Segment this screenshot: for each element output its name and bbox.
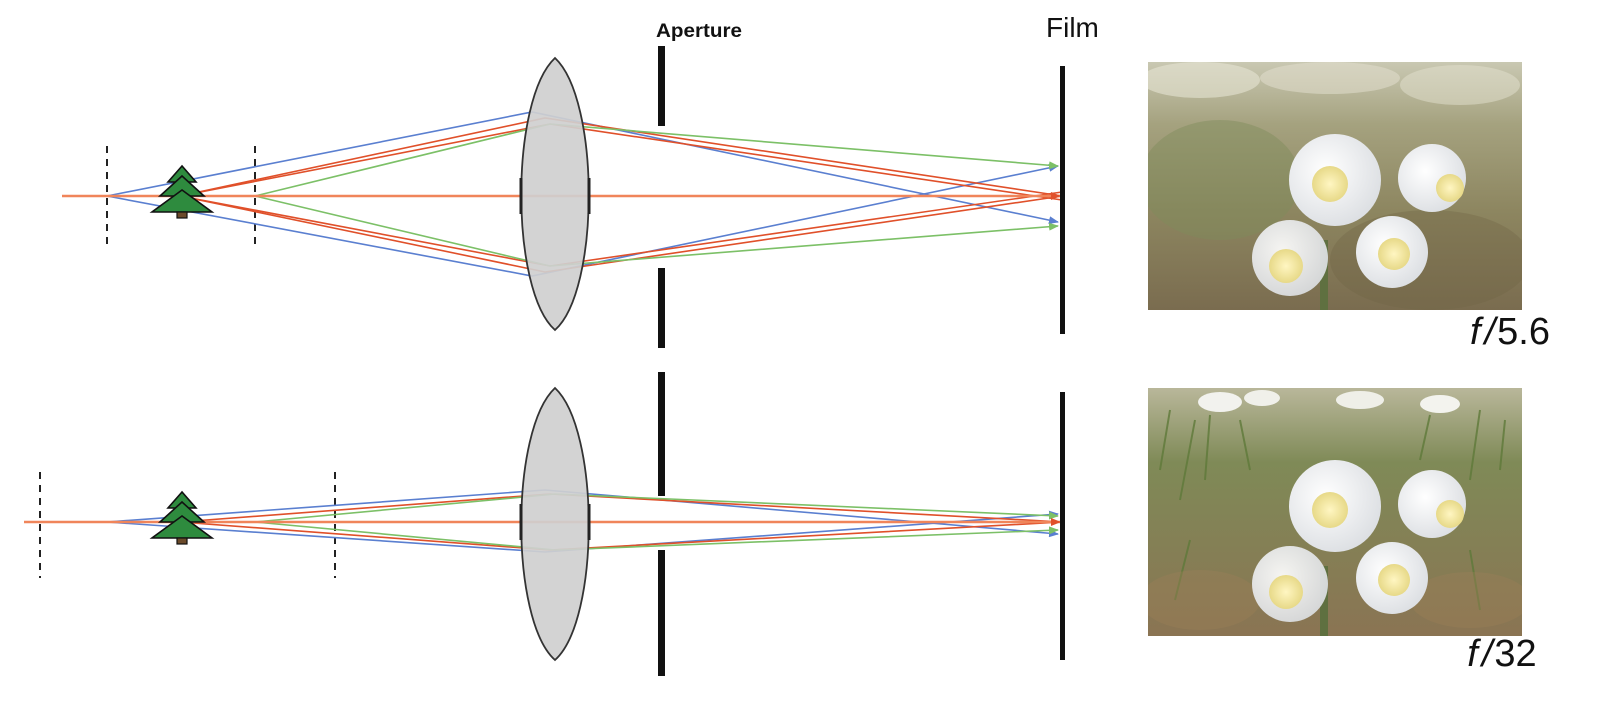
photo-shallow-depth-of-field [1148,62,1522,310]
ray-red [179,493,1063,523]
aperture-blade-lower [658,550,665,676]
film-plane [1060,66,1065,334]
photo-deep-depth-of-field [1148,388,1522,636]
aperture-blade-lower [658,268,665,348]
film-label: Film [1046,12,1099,43]
ray-red [179,123,1063,201]
aperture-blade-upper [658,372,665,496]
flower [1252,460,1466,622]
tree-icon [149,164,215,219]
top-diagram: Aperture Film [62,12,1099,348]
lens-icon [520,56,590,332]
flower [1252,134,1466,296]
tree-icon [149,490,215,545]
f-number-label: f/32 [1467,633,1536,675]
ray-red [179,191,1063,267]
aperture-label: Aperture [656,21,742,42]
lens-icon [520,386,590,662]
film-plane [1060,392,1065,660]
f-number-label: f/5.6 [1470,311,1550,353]
aperture-blade-upper [658,46,665,126]
bottom-diagram [24,372,1065,676]
